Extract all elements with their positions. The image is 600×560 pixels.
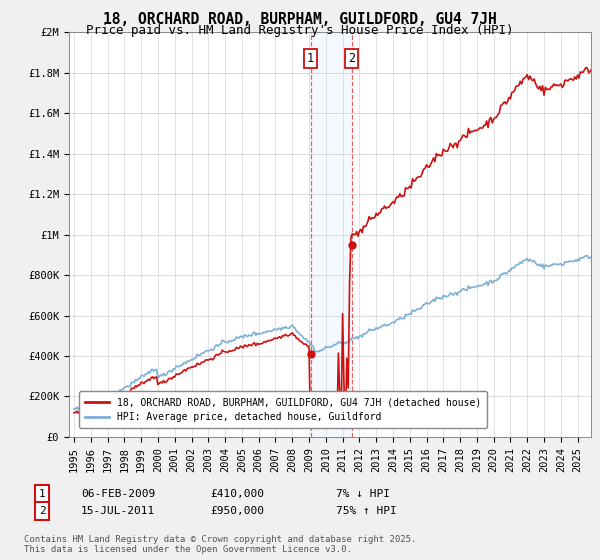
HPI: Average price, detached house, Guildford: (2.01e+03, 4.66e+05): Average price, detached house, Guildford… xyxy=(336,339,343,346)
HPI: Average price, detached house, Guildford: (2e+03, 3.03e+05): Average price, detached house, Guildford… xyxy=(137,372,145,379)
Bar xyxy=(311,32,352,437)
HPI: Average price, detached house, Guildford: (2e+03, 1.37e+05): Average price, detached house, Guildford… xyxy=(70,405,77,412)
Text: £410,000: £410,000 xyxy=(210,489,264,499)
18, ORCHARD ROAD, BURPHAM, GUILDFORD, GU4 7JH (detached house) xyxy=(245,341,253,348)
18, ORCHARD ROAD, BURPHAM, GUILDFORD, GU4 7JH (detached house) xyxy=(70,409,77,416)
Text: 06-FEB-2009: 06-FEB-2009 xyxy=(81,489,155,499)
Text: 1: 1 xyxy=(307,52,314,66)
HPI: Average price, detached house, Guildford: (2.03e+03, 8.97e+05): Average price, detached house, Guildford… xyxy=(583,252,590,259)
18, ORCHARD ROAD, BURPHAM, GUILDFORD, GU4 7JH (detached house) xyxy=(307,423,314,430)
Text: Price paid vs. HM Land Registry's House Price Index (HPI): Price paid vs. HM Land Registry's House … xyxy=(86,24,514,36)
18, ORCHARD ROAD, BURPHAM, GUILDFORD, GU4 7JH (detached house) xyxy=(452,140,460,147)
Text: 15-JUL-2011: 15-JUL-2011 xyxy=(81,506,155,516)
Text: 2: 2 xyxy=(348,52,355,66)
18, ORCHARD ROAD, BURPHAM, GUILDFORD, GU4 7JH (detached house) xyxy=(136,381,143,388)
Text: £950,000: £950,000 xyxy=(210,506,264,516)
HPI: Average price, detached house, Guildford: (2e+03, 3.06e+05): Average price, detached house, Guildford… xyxy=(157,371,164,378)
HPI: Average price, detached house, Guildford: (2.01e+03, 5.01e+05): Average price, detached house, Guildford… xyxy=(247,332,254,339)
Line: HPI: Average price, detached house, Guildford: HPI: Average price, detached house, Guil… xyxy=(74,255,593,409)
HPI: Average price, detached house, Guildford: (2.02e+03, 7.12e+05): Average price, detached house, Guildford… xyxy=(452,290,460,296)
Text: 2: 2 xyxy=(38,506,46,516)
18, ORCHARD ROAD, BURPHAM, GUILDFORD, GU4 7JH (detached house) xyxy=(156,380,163,386)
Line: 18, ORCHARD ROAD, BURPHAM, GUILDFORD, GU4 7JH (detached house): 18, ORCHARD ROAD, BURPHAM, GUILDFORD, GU… xyxy=(74,67,593,427)
18, ORCHARD ROAD, BURPHAM, GUILDFORD, GU4 7JH (detached house) xyxy=(336,391,343,398)
18, ORCHARD ROAD, BURPHAM, GUILDFORD, GU4 7JH (detached house) xyxy=(589,64,596,71)
Text: 1: 1 xyxy=(38,489,46,499)
HPI: Average price, detached house, Guildford: (2e+03, 1.36e+05): Average price, detached house, Guildford… xyxy=(74,406,82,413)
Legend: 18, ORCHARD ROAD, BURPHAM, GUILDFORD, GU4 7JH (detached house), HPI: Average pri: 18, ORCHARD ROAD, BURPHAM, GUILDFORD, GU… xyxy=(79,391,487,428)
Text: 75% ↑ HPI: 75% ↑ HPI xyxy=(336,506,397,516)
Text: Contains HM Land Registry data © Crown copyright and database right 2025.
This d: Contains HM Land Registry data © Crown c… xyxy=(24,535,416,554)
HPI: Average price, detached house, Guildford: (2.03e+03, 8.97e+05): Average price, detached house, Guildford… xyxy=(589,252,596,259)
Text: 7% ↓ HPI: 7% ↓ HPI xyxy=(336,489,390,499)
Text: 18, ORCHARD ROAD, BURPHAM, GUILDFORD, GU4 7JH: 18, ORCHARD ROAD, BURPHAM, GUILDFORD, GU… xyxy=(103,12,497,27)
18, ORCHARD ROAD, BURPHAM, GUILDFORD, GU4 7JH (detached house) xyxy=(580,69,587,76)
HPI: Average price, detached house, Guildford: (2.03e+03, 8.87e+05): Average price, detached house, Guildford… xyxy=(580,254,587,261)
